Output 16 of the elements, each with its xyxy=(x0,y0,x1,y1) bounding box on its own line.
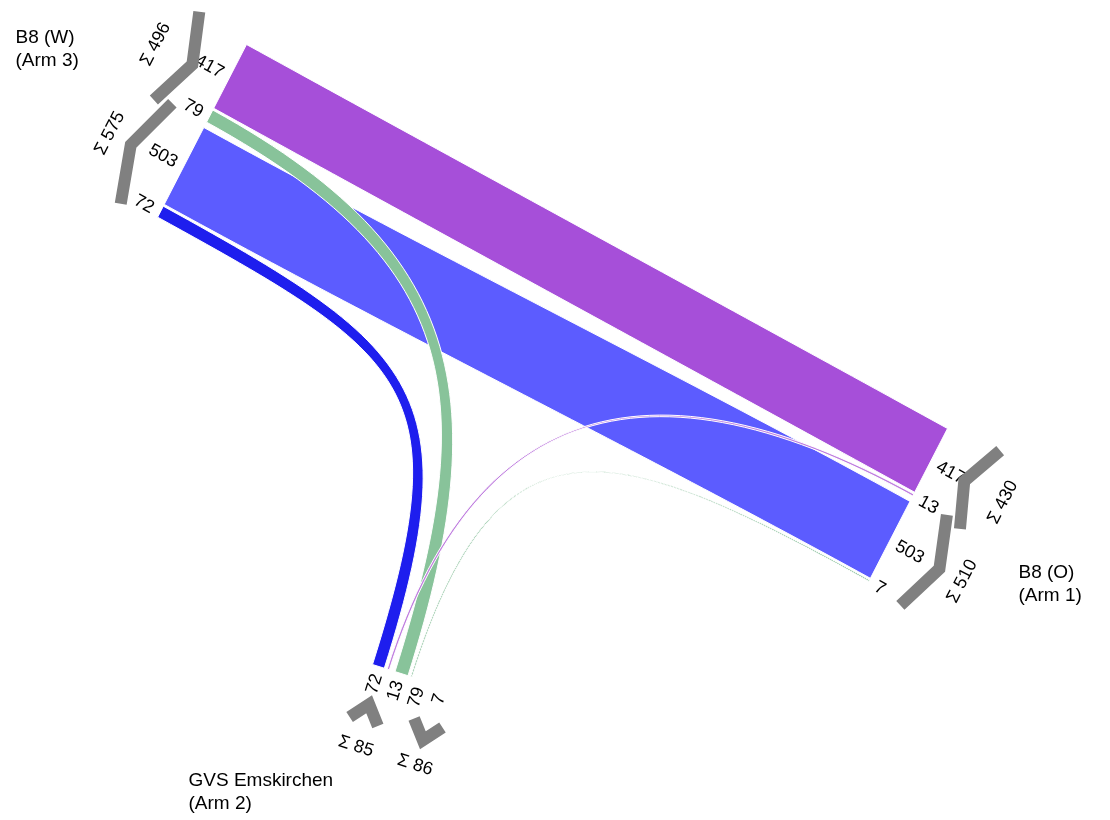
data-label: 7 xyxy=(871,576,890,599)
text: Σ 85 xyxy=(335,730,377,761)
text: Σ 496 xyxy=(135,18,175,69)
data-label: 503 xyxy=(145,139,182,172)
data-label: 503 xyxy=(892,535,929,568)
data-label: 79 xyxy=(180,94,208,122)
text: Σ 86 xyxy=(395,749,436,779)
category-label: GVS Emskirchen (Arm 2) xyxy=(188,768,334,813)
data-label: 7 xyxy=(426,691,449,707)
category-label: B8 (O) (Arm 1) xyxy=(1018,560,1082,605)
data-label: 13 xyxy=(915,490,943,518)
data-label: 72 xyxy=(130,189,159,218)
category-label: B8 (W) (Arm 3) xyxy=(15,25,79,70)
text: Σ 575 xyxy=(89,107,129,158)
text: Σ 430 xyxy=(982,476,1022,527)
text: Σ 510 xyxy=(941,555,981,606)
